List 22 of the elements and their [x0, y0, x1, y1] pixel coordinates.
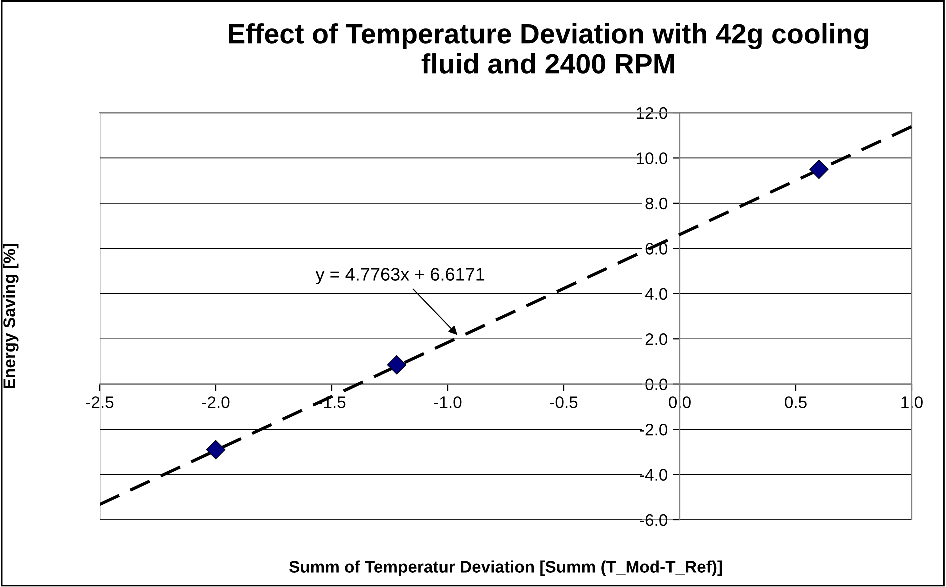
point [206, 440, 226, 460]
x-tick-label: -1.0 [434, 396, 462, 408]
y-tick-label: -6.0 [640, 514, 668, 526]
point [810, 160, 829, 180]
chart-title: Effect of Temperature Deviation with 42g cooling fluid and 2400 RPM [229, 23, 868, 74]
x-tick-label: -2.5 [86, 396, 114, 408]
y-tick-label: 10.0 [637, 152, 668, 164]
x-tick-label: 1.0 [902, 396, 923, 408]
x-tick-label: 0.0 [669, 396, 691, 408]
x-axis-title: Summ of Temperatur Deviation [Summ (T_Mod-T_Ref)] [289, 560, 722, 576]
y-tick-label: 4.0 [645, 288, 668, 300]
y-tick-label: 8.0 [646, 198, 668, 210]
annotation: y = 4.7763x + 6.6171 [316, 268, 485, 285]
x-tick-label: -2.0 [202, 396, 230, 408]
y-tick-label: 2.0 [646, 334, 668, 346]
x-tick-label: -0.5 [550, 396, 578, 408]
y-tick-label: 0.0 [646, 378, 668, 391]
x-tick-label: 0.5 [785, 396, 807, 408]
y-tick-label: -2.0 [640, 424, 668, 436]
y-axis-title: Energy Saving [%] [3, 244, 19, 389]
y-tick-label: -4.0 [640, 469, 668, 481]
point [387, 355, 407, 375]
